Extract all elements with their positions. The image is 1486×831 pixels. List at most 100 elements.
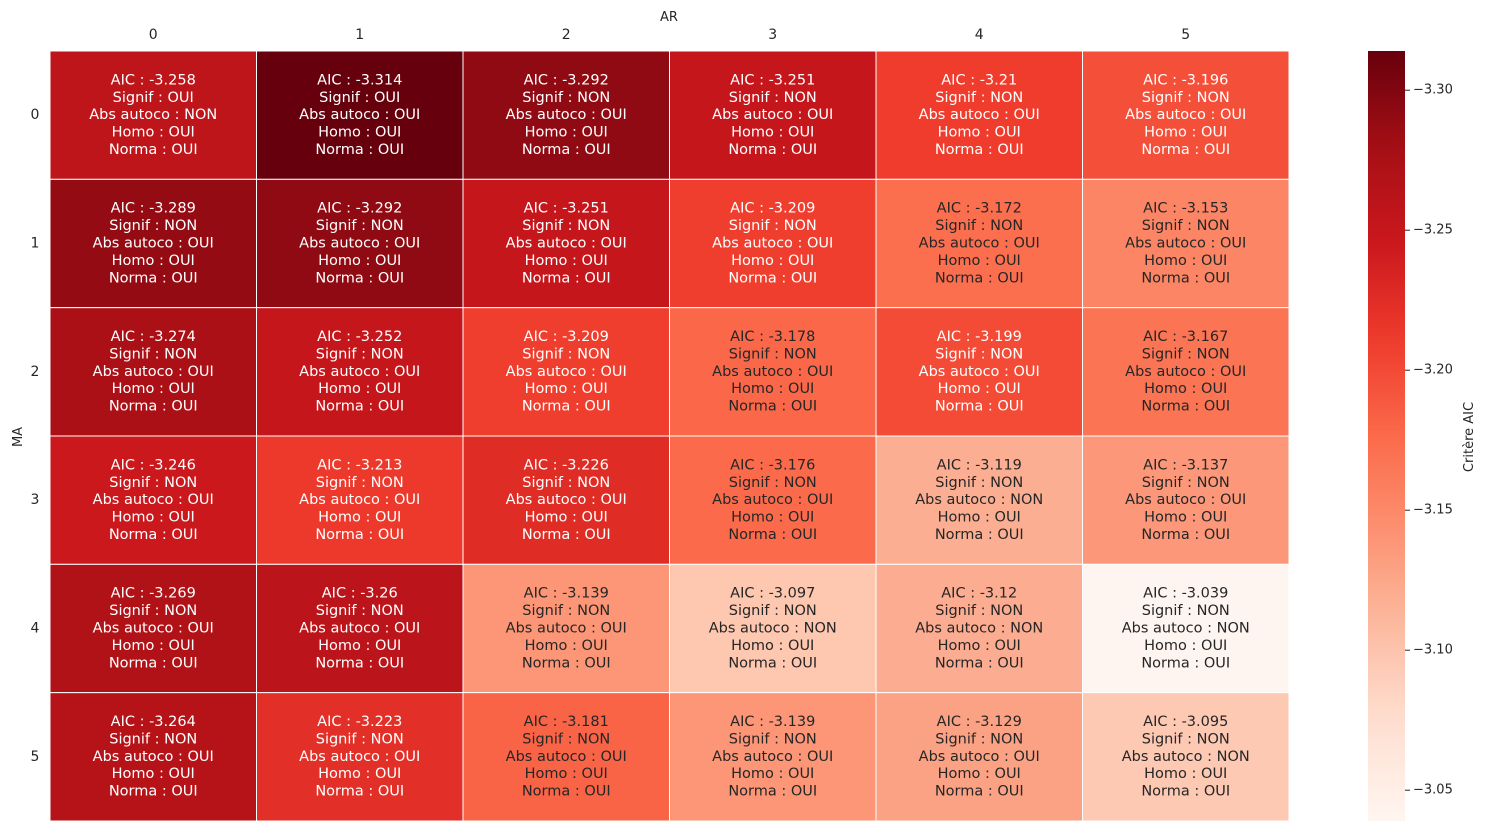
cell-annotation-line: Homo : OUI <box>938 766 1021 782</box>
cell-annotation-line: Signif : NON <box>522 603 610 619</box>
cell-annotation-line: Norma : OUI <box>1141 784 1230 800</box>
cell-annotation-line: Norma : OUI <box>522 399 611 415</box>
cell-annotation-line: Homo : OUI <box>112 510 195 526</box>
cell-annotation-line: Abs autoco : OUI <box>93 236 214 252</box>
cell-annotation-line: Abs autoco : OUI <box>93 492 214 508</box>
cell-annotation: AIC : -3.274 Signif : NON Abs autoco : OUI… <box>93 329 214 415</box>
cell-annotation-line: Signif : NON <box>935 603 1023 619</box>
cell-annotation: AIC : -3.213 Signif : NON Abs autoco : OUI… <box>299 457 420 543</box>
cell-annotation-line: Signif : NON <box>316 731 404 747</box>
cell-annotation-line: AIC : -3.292 <box>317 201 402 217</box>
cell-annotation-line: AIC : -3.251 <box>524 201 609 217</box>
cell-annotation-line: AIC : -3.095 <box>1143 714 1228 730</box>
cell-annotation-line: Homo : OUI <box>112 125 195 141</box>
y-tick-labels: 0 1 2 3 4 5 <box>31 107 40 765</box>
heatmap-cell <box>49 50 257 180</box>
cell-annotation-line: Signif : OUI <box>319 90 400 106</box>
cell-annotation-line: Homo : OUI <box>525 253 608 269</box>
heatmap-cell <box>256 50 464 180</box>
cell-annotation: AIC : -3.21 Signif : NON Abs autoco : OUI H… <box>919 72 1040 158</box>
cell-annotation-line: Signif : NON <box>316 603 404 619</box>
x-tick-label: 3 <box>768 27 777 43</box>
heatmap-cell <box>256 178 464 309</box>
cell-annotation-line: Abs autoco : OUI <box>712 364 833 380</box>
heatmap-cell <box>669 692 877 822</box>
cell-annotation-line: AIC : -3.292 <box>524 72 609 88</box>
heatmap-cell <box>49 178 257 309</box>
cell-annotation-line: Abs autoco : OUI <box>712 236 833 252</box>
cell-annotation-line: AIC : -3.289 <box>111 201 196 217</box>
cell-annotation: AIC : -3.167 Signif : NON Abs autoco : OUI… <box>1125 329 1246 415</box>
cell-annotation-line: AIC : -3.314 <box>317 72 402 88</box>
cell-annotation-line: Signif : OUI <box>113 90 194 106</box>
cell-annotation-line: Norma : OUI <box>109 655 198 671</box>
colorbar-ticks: −3.30 −3.25 −3.20 −3.15 −3.10 −3.05 <box>1405 83 1453 798</box>
cell-annotation-line: Abs autoco : NON <box>1122 621 1250 637</box>
cell-annotation-line: Signif : NON <box>1142 346 1230 362</box>
x-tick-labels: 0 1 2 3 4 5 <box>149 27 1190 43</box>
cell-annotation-line: Abs autoco : NON <box>709 621 837 637</box>
cell-annotation-line: Signif : NON <box>316 475 404 491</box>
cell-annotation-line: Abs autoco : OUI <box>1125 107 1246 123</box>
cell-annotation-line: AIC : -3.181 <box>524 714 609 730</box>
heatmap-cell <box>669 563 877 694</box>
cell-annotation-line: Norma : OUI <box>728 399 817 415</box>
heatmap-cell <box>669 307 877 437</box>
cell-annotation-line: Norma : OUI <box>315 270 404 286</box>
cell-annotation-line: Homo : OUI <box>318 638 401 654</box>
cell-annotation-line: AIC : -3.274 <box>111 329 196 345</box>
cell-annotation: AIC : -3.226 Signif : NON Abs autoco : OUI… <box>506 457 627 543</box>
cell-annotation-line: Signif : NON <box>1142 90 1230 106</box>
cell-annotation-line: AIC : -3.199 <box>937 329 1022 345</box>
cell-annotation-line: AIC : -3.139 <box>524 586 609 602</box>
cell-annotation-line: Signif : NON <box>109 475 197 491</box>
cell-annotation-line: Norma : OUI <box>728 784 817 800</box>
x-tick-label: 5 <box>1181 27 1190 43</box>
colorbar-label: Critère AIC <box>1462 402 1477 472</box>
cell-annotation: AIC : -3.246 Signif : NON Abs autoco : OUI… <box>93 457 214 543</box>
cell-annotation-line: Abs autoco : OUI <box>299 621 420 637</box>
heatmap-cell <box>462 435 670 565</box>
x-tick-label: 1 <box>355 27 364 43</box>
cell-annotation-line: Abs autoco : OUI <box>506 492 627 508</box>
cell-annotation-line: Norma : OUI <box>522 784 611 800</box>
cell-annotation-line: Homo : OUI <box>938 510 1021 526</box>
cell-annotation-line: Norma : OUI <box>935 142 1024 158</box>
cell-annotation-line: Signif : NON <box>522 475 610 491</box>
cell-annotation-line: Norma : OUI <box>728 527 817 543</box>
cell-annotation-line: Norma : OUI <box>522 270 611 286</box>
cell-annotation: AIC : -3.209 Signif : NON Abs autoco : OUI… <box>712 201 833 287</box>
cell-annotation-line: AIC : -3.258 <box>111 72 196 88</box>
cell-annotation: AIC : -3.209 Signif : NON Abs autoco : OUI… <box>506 329 627 415</box>
cell-annotation-line: Homo : OUI <box>525 766 608 782</box>
x-tick-label: 2 <box>562 27 571 43</box>
cell-annotation-line: Signif : NON <box>935 218 1023 234</box>
cell-annotation: AIC : -3.153 Signif : NON Abs autoco : OUI… <box>1125 201 1246 287</box>
cell-annotation-line: AIC : -3.213 <box>317 457 402 473</box>
cell-annotation-line: Signif : NON <box>935 346 1023 362</box>
cell-annotation-line: AIC : -3.209 <box>730 201 815 217</box>
heatmap-cell <box>669 178 877 309</box>
cell-annotation: AIC : -3.251 Signif : NON Abs autoco : OUI… <box>712 72 833 158</box>
cell-annotation-line: Abs autoco : OUI <box>299 236 420 252</box>
cell-annotation-line: Signif : NON <box>109 218 197 234</box>
colorbar-tick-label: −3.20 <box>1413 363 1453 378</box>
cell-annotation-line: Abs autoco : OUI <box>919 107 1040 123</box>
cell-annotation-line: Norma : OUI <box>935 655 1024 671</box>
heatmap-cell <box>875 50 1083 180</box>
cell-annotation-line: Homo : OUI <box>318 510 401 526</box>
cell-annotation-line: Homo : OUI <box>112 381 195 397</box>
cell-annotation-line: Signif : NON <box>729 346 817 362</box>
cell-annotation-line: Abs autoco : OUI <box>299 107 420 123</box>
cell-annotation-line: AIC : -3.139 <box>730 714 815 730</box>
cell-annotation-line: Signif : NON <box>109 731 197 747</box>
heatmap-cell <box>875 563 1083 694</box>
heatmap-cell <box>875 692 1083 822</box>
cell-annotation-line: Norma : OUI <box>935 399 1024 415</box>
cell-annotation-line: Abs autoco : OUI <box>506 364 627 380</box>
cell-annotation: AIC : -3.264 Signif : NON Abs autoco : OUI… <box>93 714 214 800</box>
colorbar-tick-label: −3.30 <box>1413 83 1453 98</box>
cell-annotation-line: Signif : NON <box>316 218 404 234</box>
cell-annotation-line: Abs autoco : NON <box>915 492 1043 508</box>
